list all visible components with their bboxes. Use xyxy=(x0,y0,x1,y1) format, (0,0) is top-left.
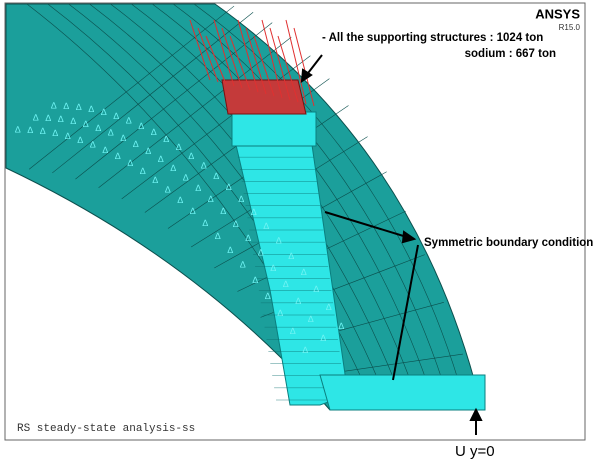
boundary-symbol: ∆ xyxy=(83,119,89,129)
boundary-symbol: ∆ xyxy=(326,302,332,312)
boundary-symbol: ∆ xyxy=(221,206,227,216)
boundary-symbol: ∆ xyxy=(246,233,252,243)
boundary-symbol: ∆ xyxy=(251,207,257,217)
boundary-symbol: ∆ xyxy=(314,284,320,294)
boundary-symbol: ∆ xyxy=(33,112,39,122)
boundary-symbol: ∆ xyxy=(178,195,184,205)
boundary-symbol: ∆ xyxy=(121,133,127,143)
boundary-symbol: ∆ xyxy=(78,135,84,145)
boundary-symbol: ∆ xyxy=(126,115,132,125)
support-note: - All the supporting structures : 1024 t… xyxy=(322,32,543,44)
boundary-symbol: ∆ xyxy=(153,175,159,185)
boundary-symbol: ∆ xyxy=(103,145,109,155)
boundary-symbol: ∆ xyxy=(201,160,207,170)
boundary-symbol: ∆ xyxy=(115,151,121,161)
boundary-symbol: ∆ xyxy=(233,219,239,229)
boundary-symbol: ∆ xyxy=(271,263,277,273)
boundary-symbol: ∆ xyxy=(196,183,202,193)
version: R15.0 xyxy=(559,23,581,32)
boundary-symbol: ∆ xyxy=(51,100,57,110)
boundary-symbol: ∆ xyxy=(183,172,189,182)
boundary-symbol: ∆ xyxy=(239,194,245,204)
boundary-symbol: ∆ xyxy=(264,221,270,231)
boundary-symbol: ∆ xyxy=(114,111,120,121)
boundary-symbol: ∆ xyxy=(276,235,282,245)
boundary-symbol: ∆ xyxy=(296,296,302,306)
boundary-symbol: ∆ xyxy=(71,116,77,126)
constraint-label: U y=0 xyxy=(455,443,495,460)
boundary-symbol: ∆ xyxy=(108,127,114,137)
boundary-symbol: ∆ xyxy=(146,146,152,156)
boundary-symbol: ∆ xyxy=(65,131,71,141)
boundary-symbol: ∆ xyxy=(190,206,196,216)
boundary-symbol: ∆ xyxy=(151,127,157,137)
boundary-symbol: ∆ xyxy=(321,333,327,343)
ansys-logo: ANSYS xyxy=(535,6,580,21)
support-block xyxy=(232,112,316,146)
boundary-symbol: ∆ xyxy=(101,107,107,117)
boundary-symbol: ∆ xyxy=(64,101,70,111)
boundary-symbol: ∆ xyxy=(46,113,52,123)
analysis-label: RS steady-state analysis-ss xyxy=(17,423,195,435)
boundary-symbol: ∆ xyxy=(128,158,134,168)
boundary-symbol: ∆ xyxy=(283,279,289,289)
boundary-symbol: ∆ xyxy=(171,163,177,173)
boundary-symbol: ∆ xyxy=(96,123,102,133)
boundary-symbol: ∆ xyxy=(258,247,264,257)
boundary-symbol: ∆ xyxy=(214,171,220,181)
boundary-symbol: ∆ xyxy=(303,345,309,355)
boundary-symbol: ∆ xyxy=(176,142,182,152)
boundary-symbol: ∆ xyxy=(308,314,314,324)
boundary-symbol: ∆ xyxy=(90,139,96,149)
boundary-symbol: ∆ xyxy=(289,251,295,261)
boundary-symbol: ∆ xyxy=(28,125,34,135)
boundary-symbol: ∆ xyxy=(133,139,139,149)
boundary-symbol: ∆ xyxy=(203,218,209,228)
boundary-symbol: ∆ xyxy=(208,194,214,204)
boundary-symbol: ∆ xyxy=(40,126,46,136)
boundary-symbol: ∆ xyxy=(76,102,82,112)
boundary-symbol: ∆ xyxy=(58,114,64,124)
boundary-symbol: ∆ xyxy=(301,267,307,277)
boundary-symbol: ∆ xyxy=(339,321,345,331)
boundary-symbol: ∆ xyxy=(278,308,284,318)
boundary-symbol: ∆ xyxy=(89,104,95,114)
boundary-symbol: ∆ xyxy=(15,124,21,134)
base-constraint xyxy=(320,375,485,410)
sodium-note: sodium : 667 ton xyxy=(465,48,556,60)
boundary-symbol: ∆ xyxy=(164,134,170,144)
boundary-symbol: ∆ xyxy=(140,166,146,176)
boundary-symbol: ∆ xyxy=(253,275,259,285)
boundary-symbol: ∆ xyxy=(53,128,59,138)
boundary-symbol: ∆ xyxy=(240,259,246,269)
boundary-symbol: ∆ xyxy=(165,184,171,194)
boundary-symbol: ∆ xyxy=(265,291,271,301)
screenshot: ∆∆∆∆∆∆∆∆∆∆∆∆∆∆∆∆∆∆∆∆∆∆∆∆∆∆∆∆∆∆∆∆∆∆∆∆∆∆∆∆… xyxy=(0,0,598,462)
boundary-symbol: ∆ xyxy=(139,121,145,131)
boundary-symbol: ∆ xyxy=(226,182,232,192)
boundary-symbol: ∆ xyxy=(158,154,164,164)
boundary-symbol: ∆ xyxy=(290,326,296,336)
boundary-symbol: ∆ xyxy=(215,231,221,241)
boundary-symbol: ∆ xyxy=(189,151,195,161)
boundary-symbol: ∆ xyxy=(228,245,234,255)
symmetry-note: Symmetric boundary condition xyxy=(424,237,593,249)
